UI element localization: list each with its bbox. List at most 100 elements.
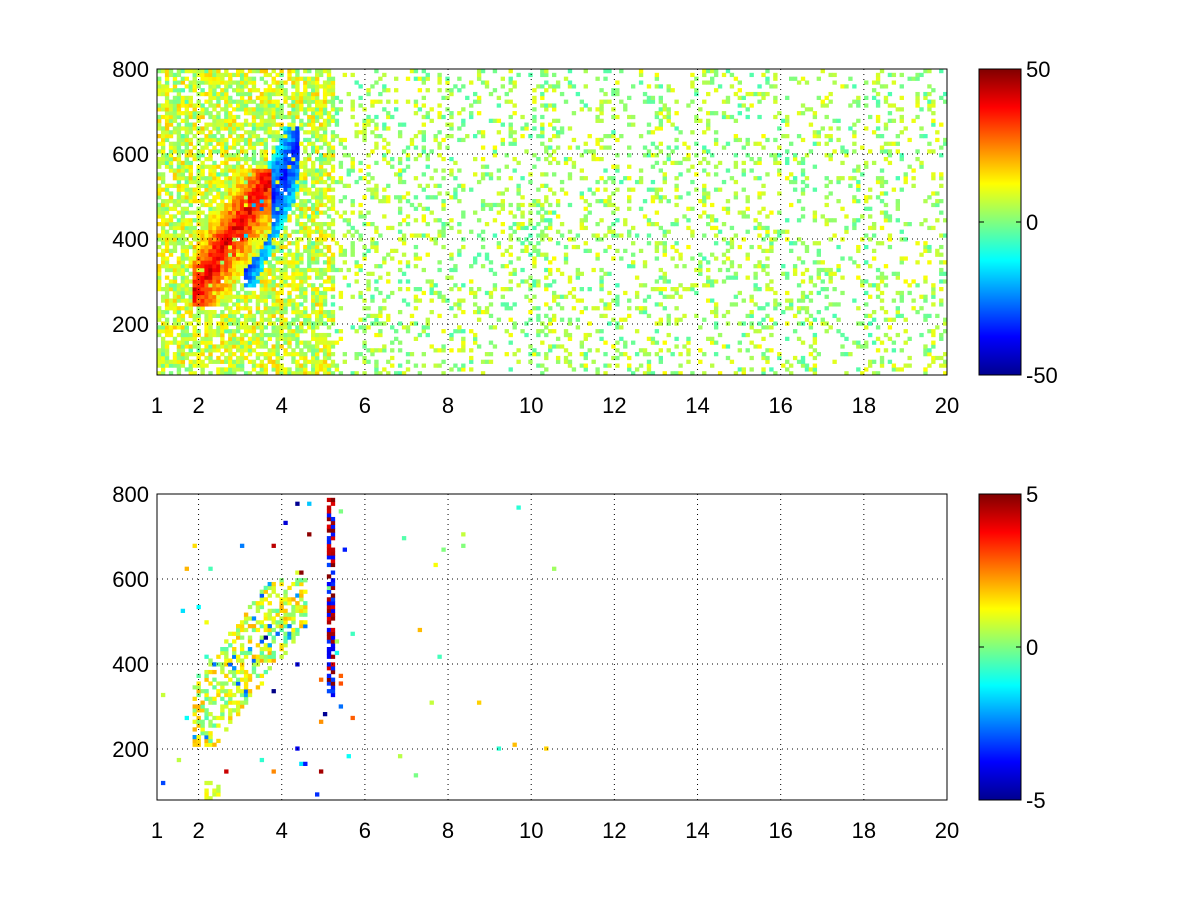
top-heatmap-cell: [255, 302, 261, 307]
top-heatmap-cell: [504, 99, 509, 104]
top-heatmap-cell: [196, 298, 201, 303]
top-heatmap-cell: [287, 191, 292, 196]
top-heatmap-cell: [267, 191, 272, 196]
top-heatmap-cell: [172, 229, 178, 234]
top-heatmap-cell: [804, 294, 810, 299]
top-heatmap-cell: [243, 118, 249, 123]
top-heatmap-cell: [247, 256, 253, 261]
top-heatmap-cell: [698, 214, 703, 219]
top-heatmap-cell: [164, 160, 170, 166]
top-heatmap-cell: [733, 134, 739, 139]
top-heatmap-cell: [662, 233, 667, 238]
top-heatmap-cell: [322, 153, 328, 158]
top-heatmap-cell: [184, 283, 189, 288]
top-heatmap-cell: [212, 149, 217, 154]
top-heatmap-cell: [212, 233, 217, 238]
top-heatmap-cell: [796, 359, 802, 364]
top-heatmap-cell: [326, 363, 332, 368]
top-heatmap-cell: [579, 352, 584, 357]
top-heatmap-cell: [192, 218, 197, 223]
top-heatmap-cell: [228, 134, 233, 139]
top-heatmap-cell: [318, 309, 324, 315]
top-heatmap-cell: [303, 279, 308, 284]
top-heatmap-cell: [180, 176, 186, 181]
top-heatmap-cell: [425, 195, 430, 200]
top-heatmap-cell: [224, 141, 229, 146]
top-heatmap-cell: [382, 145, 387, 150]
top-heatmap-cell: [232, 214, 237, 219]
top-heatmap-cell: [500, 229, 505, 234]
top-heatmap-cell: [208, 218, 213, 223]
top-heatmap-cell: [322, 210, 328, 215]
top-heatmap-cell: [259, 91, 265, 97]
top-heatmap-cell: [322, 233, 328, 238]
top-heatmap-cell: [476, 99, 482, 104]
top-heatmap-cell: [785, 118, 790, 123]
top-heatmap-cell: [196, 283, 201, 288]
top-heatmap-cell: [571, 287, 577, 292]
top-heatmap-cell: [303, 317, 308, 322]
top-heatmap-cell: [279, 183, 284, 188]
top-heatmap-cell: [500, 202, 505, 208]
top-heatmap-cell: [773, 153, 778, 158]
top-heatmap-cell: [236, 122, 241, 127]
top-heatmap-cell: [532, 279, 537, 284]
top-heatmap-cell: [832, 218, 837, 223]
top-heatmap-cell: [295, 88, 300, 93]
top-heatmap-cell: [800, 279, 806, 284]
top-heatmap-cell: [315, 195, 320, 200]
top-heatmap-cell: [852, 99, 857, 104]
top-heatmap-cell: [263, 237, 268, 242]
top-heatmap-cell: [532, 153, 537, 158]
top-heatmap-cell: [737, 103, 742, 108]
top-heatmap-cell: [796, 80, 802, 85]
top-heatmap-cell: [157, 149, 162, 154]
top-heatmap-cell: [172, 317, 178, 322]
top-heatmap-cell: [259, 172, 265, 177]
top-heatmap-cell: [176, 267, 182, 273]
top-heatmap-cell: [800, 294, 806, 299]
top-heatmap-cell: [180, 271, 186, 276]
top-heatmap-cell: [504, 329, 509, 334]
top-heatmap-cell: [224, 267, 229, 273]
top-heatmap-cell: [804, 153, 810, 158]
top-heatmap-cell: [394, 336, 399, 341]
top-heatmap-cell: [346, 218, 351, 223]
top-heatmap-cell: [224, 111, 229, 116]
top-heatmap-cell: [247, 222, 253, 227]
top-heatmap-cell: [579, 195, 584, 200]
top-heatmap-cell: [200, 283, 205, 288]
top-heatmap-cell: [330, 107, 336, 112]
top-heatmap-cell: [745, 107, 750, 112]
top-heatmap-cell: [239, 91, 245, 97]
top-heatmap-cell: [255, 137, 261, 143]
top-heatmap-cell: [232, 264, 237, 269]
top-heatmap-cell: [603, 145, 608, 150]
top-heatmap-cell: [255, 114, 261, 120]
top-heatmap-cell: [425, 76, 430, 81]
top-heatmap-cell: [449, 332, 454, 338]
top-heatmap-cell: [524, 126, 529, 131]
top-heatmap-cell: [311, 134, 316, 139]
top-heatmap-cell: [196, 84, 201, 89]
top-heatmap-cell: [267, 306, 272, 311]
top-heatmap-cell: [259, 69, 265, 74]
top-heatmap-cell: [615, 137, 620, 143]
top-heatmap-cell: [382, 298, 387, 303]
top-heatmap-cell: [311, 202, 316, 208]
top-heatmap-cell: [271, 130, 276, 135]
top-heatmap-cell: [220, 206, 225, 211]
top-heatmap-cell: [224, 149, 229, 154]
top-heatmap-cell: [157, 309, 162, 315]
top-heatmap-cell: [303, 294, 308, 299]
top-heatmap-cell: [773, 84, 778, 89]
top-heatmap-cell: [666, 313, 671, 319]
top-heatmap-cell: [180, 359, 186, 364]
top-heatmap-cell: [631, 187, 636, 192]
top-heatmap-cell: [279, 149, 284, 154]
top-heatmap-cell: [322, 91, 328, 97]
top-heatmap-cell: [196, 348, 201, 353]
top-heatmap-cell: [318, 156, 324, 162]
top-heatmap-cell: [251, 168, 257, 173]
top-heatmap-cell: [844, 153, 849, 158]
